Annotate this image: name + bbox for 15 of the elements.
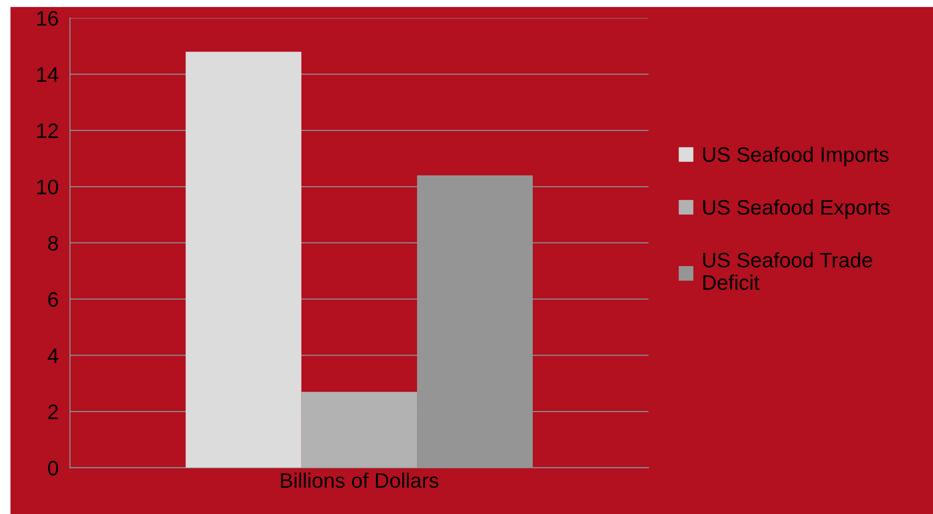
y-tick-label: 0 — [48, 460, 58, 476]
y-tick-label: 14 — [37, 67, 58, 82]
y-tick-label: 2 — [48, 404, 58, 420]
y-tick-label: 16 — [37, 10, 58, 26]
y-tick-label: 10 — [37, 180, 58, 194]
y-tick-label: 6 — [48, 292, 58, 307]
x-tick-label: Billions of Dollars — [281, 472, 438, 488]
legend-label: US Seafood Exports — [703, 199, 890, 219]
y-tick-label: 4 — [48, 348, 58, 363]
y-tick-label: 12 — [37, 123, 58, 138]
bar — [301, 392, 418, 468]
bar — [186, 52, 302, 468]
legend-label: US Seafood Trade Deficit — [703, 252, 872, 290]
legend-label: US Seafood Imports — [703, 146, 889, 166]
y-tick-label: 8 — [48, 236, 58, 251]
